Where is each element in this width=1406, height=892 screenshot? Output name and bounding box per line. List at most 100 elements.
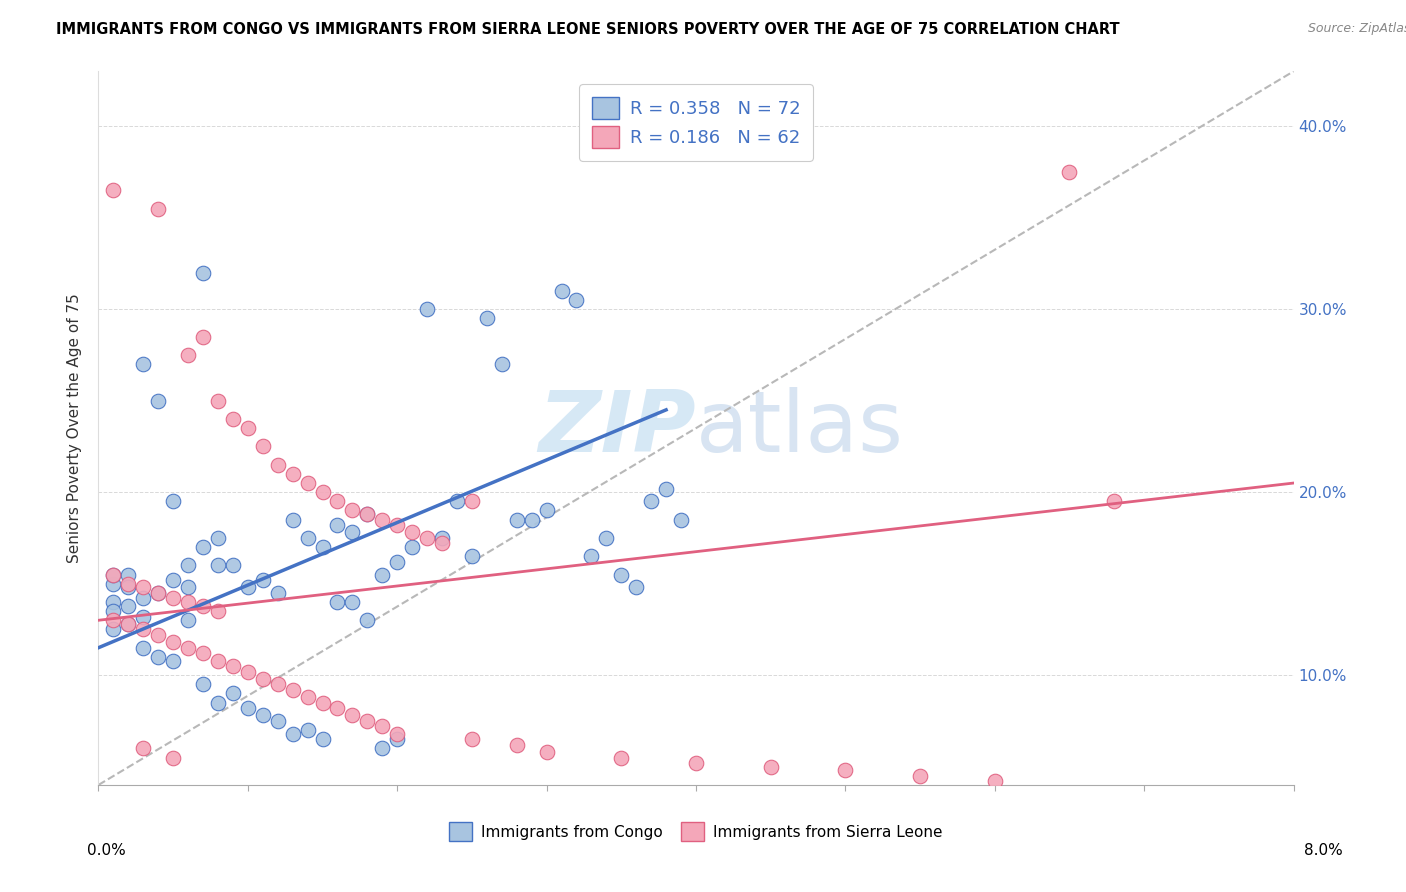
- Point: [162, 654, 184, 668]
- Point: [103, 595, 125, 609]
- Point: [117, 599, 139, 613]
- Point: [506, 513, 529, 527]
- Text: ZIP: ZIP: [538, 386, 696, 470]
- Point: [281, 682, 304, 697]
- Point: [236, 580, 259, 594]
- Point: [416, 531, 439, 545]
- Point: [103, 604, 125, 618]
- Point: [132, 609, 155, 624]
- Point: [416, 302, 439, 317]
- Point: [177, 613, 200, 627]
- Point: [371, 719, 394, 733]
- Point: [342, 525, 364, 540]
- Point: [252, 672, 274, 686]
- Point: [475, 311, 498, 326]
- Point: [177, 595, 200, 609]
- Text: 8.0%: 8.0%: [1303, 843, 1343, 858]
- Point: [385, 727, 409, 741]
- Point: [236, 665, 259, 679]
- Point: [267, 714, 290, 728]
- Point: [148, 586, 170, 600]
- Text: atlas: atlas: [696, 386, 904, 470]
- Point: [356, 507, 378, 521]
- Point: [207, 558, 229, 573]
- Point: [267, 677, 290, 691]
- Point: [342, 708, 364, 723]
- Point: [191, 646, 214, 660]
- Point: [626, 580, 648, 594]
- Point: [326, 595, 349, 609]
- Point: [685, 756, 707, 770]
- Point: [297, 476, 319, 491]
- Point: [207, 654, 229, 668]
- Point: [207, 696, 229, 710]
- Point: [132, 640, 155, 655]
- Point: [117, 580, 139, 594]
- Point: [236, 701, 259, 715]
- Point: [267, 586, 290, 600]
- Point: [461, 549, 484, 564]
- Point: [162, 750, 184, 764]
- Point: [162, 573, 184, 587]
- Point: [177, 558, 200, 573]
- Point: [356, 714, 378, 728]
- Point: [430, 536, 453, 550]
- Point: [103, 576, 125, 591]
- Point: [132, 741, 155, 756]
- Point: [326, 494, 349, 508]
- Point: [177, 640, 200, 655]
- Point: [148, 628, 170, 642]
- Point: [281, 727, 304, 741]
- Point: [177, 348, 200, 362]
- Point: [103, 613, 125, 627]
- Point: [191, 599, 214, 613]
- Point: [640, 494, 662, 508]
- Point: [908, 769, 931, 783]
- Point: [385, 518, 409, 533]
- Point: [267, 458, 290, 472]
- Point: [162, 635, 184, 649]
- Point: [132, 357, 155, 371]
- Point: [461, 732, 484, 747]
- Point: [297, 723, 319, 737]
- Point: [385, 555, 409, 569]
- Point: [326, 701, 349, 715]
- Point: [132, 591, 155, 606]
- Point: [162, 494, 184, 508]
- Point: [191, 266, 214, 280]
- Point: [191, 540, 214, 554]
- Point: [162, 591, 184, 606]
- Point: [506, 738, 529, 752]
- Text: IMMIGRANTS FROM CONGO VS IMMIGRANTS FROM SIERRA LEONE SENIORS POVERTY OVER THE A: IMMIGRANTS FROM CONGO VS IMMIGRANTS FROM…: [56, 22, 1119, 37]
- Point: [371, 741, 394, 756]
- Point: [207, 531, 229, 545]
- Point: [191, 329, 214, 343]
- Point: [536, 745, 558, 759]
- Point: [252, 440, 274, 454]
- Point: [222, 686, 245, 700]
- Point: [281, 513, 304, 527]
- Point: [1059, 165, 1081, 179]
- Point: [356, 507, 378, 521]
- Y-axis label: Seniors Poverty Over the Age of 75: Seniors Poverty Over the Age of 75: [67, 293, 83, 563]
- Point: [311, 732, 333, 747]
- Point: [207, 393, 229, 408]
- Text: 0.0%: 0.0%: [87, 843, 127, 858]
- Point: [311, 485, 333, 500]
- Text: Source: ZipAtlas.com: Source: ZipAtlas.com: [1308, 22, 1406, 36]
- Point: [103, 567, 125, 582]
- Point: [461, 494, 484, 508]
- Point: [610, 567, 633, 582]
- Point: [595, 531, 617, 545]
- Point: [581, 549, 603, 564]
- Point: [103, 183, 125, 197]
- Point: [117, 576, 139, 591]
- Point: [326, 518, 349, 533]
- Point: [984, 774, 1007, 789]
- Point: [536, 503, 558, 517]
- Point: [311, 696, 333, 710]
- Point: [103, 623, 125, 637]
- Point: [401, 525, 423, 540]
- Point: [252, 573, 274, 587]
- Point: [117, 616, 139, 631]
